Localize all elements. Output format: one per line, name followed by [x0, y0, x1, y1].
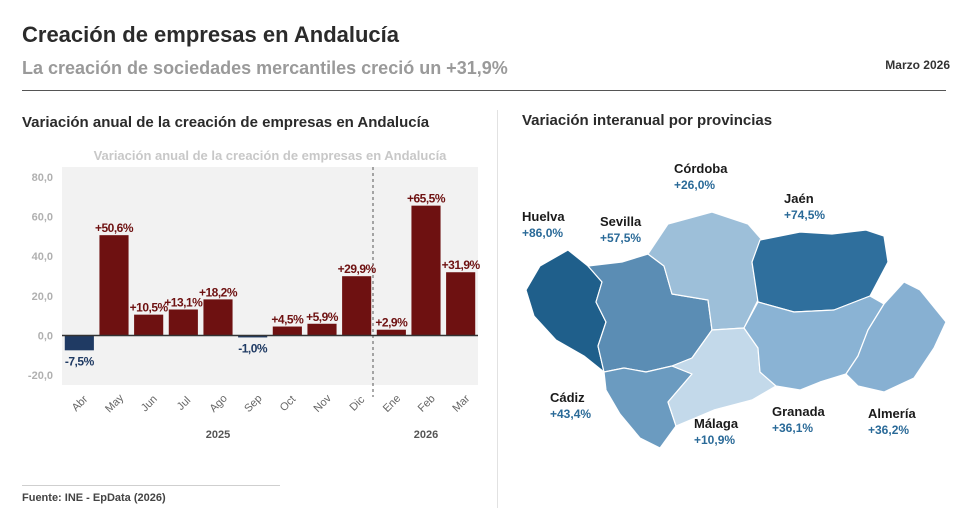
panel-divider: [497, 110, 498, 508]
source-divider: [22, 485, 280, 486]
bar-chart: Variación anual de la creación de empres…: [28, 148, 481, 441]
province-almeria: [845, 281, 947, 393]
bar-data-label: -7,5%: [65, 354, 95, 368]
province-jaen: [751, 229, 889, 313]
y-tick-label: 60,0: [32, 212, 53, 224]
date-label: Marzo 2026: [885, 58, 950, 72]
bar: [272, 326, 302, 336]
page-subtitle: La creación de sociedades mercantiles cr…: [22, 58, 508, 78]
plot-background: [62, 167, 478, 385]
bar-data-label: +65,5%: [407, 192, 446, 206]
y-tick-label: -20,0: [28, 370, 53, 382]
year-group-label: 2025: [206, 429, 230, 441]
bar-data-label: +13,1%: [164, 295, 203, 309]
y-tick-label: 0,0: [38, 330, 53, 342]
bar-data-label: +5,9%: [306, 310, 339, 324]
right-panel-title: Variación interanual por provincias: [522, 112, 773, 129]
y-tick-label: 20,0: [32, 291, 53, 303]
bar: [99, 235, 129, 336]
province-name-label: Almería: [868, 406, 916, 421]
province-value-label: +43,4%: [550, 407, 591, 421]
province-name-label: Córdoba: [674, 161, 728, 176]
province-value-label: +26,0%: [674, 178, 715, 192]
province-name-label: Sevilla: [600, 214, 642, 229]
bar-data-label: +31,9%: [442, 258, 481, 272]
bar-data-label: +50,6%: [95, 221, 134, 235]
bar: [307, 323, 337, 336]
province-name-label: Cádiz: [550, 390, 585, 405]
y-tick-label: 40,0: [32, 251, 53, 263]
province-name-label: Huelva: [522, 209, 565, 224]
bar-data-label: +29,9%: [338, 262, 377, 276]
left-panel-title: Variación anual de la creación de empres…: [22, 114, 430, 131]
bar: [238, 335, 268, 338]
province-name-label: Jaén: [784, 191, 814, 206]
bar: [64, 335, 94, 351]
chart-inner-title: Variación anual de la creación de empres…: [94, 148, 448, 163]
y-tick-label: 80,0: [32, 172, 53, 184]
province-value-label: +36,1%: [772, 421, 813, 435]
province-name-label: Granada: [772, 404, 826, 419]
bar: [376, 329, 406, 336]
province-name-label: Málaga: [694, 416, 739, 431]
bar-data-label: +18,2%: [199, 285, 238, 299]
bar: [168, 309, 198, 336]
header-divider: [22, 90, 946, 91]
bar: [134, 314, 164, 336]
bar: [411, 205, 441, 336]
year-group-label: 2026: [414, 429, 438, 441]
source-text: Fuente: INE - EpData (2026): [22, 492, 166, 504]
bar-data-label: +10,5%: [130, 301, 169, 315]
bar: [342, 276, 372, 336]
province-value-label: +74,5%: [784, 208, 825, 222]
province-value-label: +10,9%: [694, 433, 735, 447]
bar-data-label: +4,5%: [271, 313, 304, 327]
province-value-label: +57,5%: [600, 231, 641, 245]
bar: [203, 299, 233, 336]
province-value-label: +36,2%: [868, 423, 909, 437]
bar-data-label: -1,0%: [238, 341, 268, 355]
bar: [446, 272, 476, 336]
bar-data-label: +2,9%: [375, 316, 408, 330]
page-title: Creación de empresas en Andalucía: [22, 22, 399, 47]
province-value-label: +86,0%: [522, 226, 563, 240]
